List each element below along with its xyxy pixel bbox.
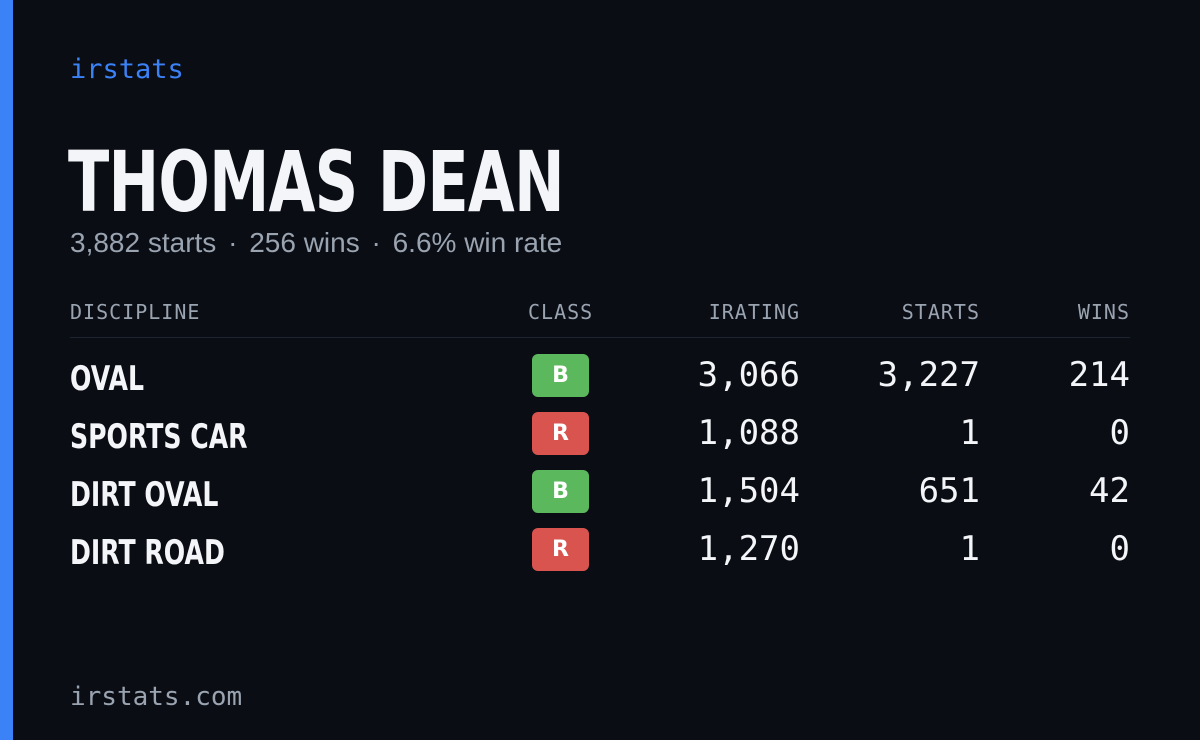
starts-value: 651 (918, 471, 980, 511)
class-badge: R (532, 528, 589, 571)
class-badge: R (532, 412, 589, 455)
wins-value: 0 (1109, 413, 1130, 453)
discipline-name: DIRT OVAL (70, 475, 219, 515)
table-row: OVAL B 3,066 3,227 214 (0, 354, 1200, 412)
wins-value: 214 (1068, 355, 1130, 395)
table-row: SPORTS CAR R 1,088 1 0 (0, 412, 1200, 470)
starts-value: 3,227 (877, 355, 980, 395)
irating-value: 3,066 (697, 355, 800, 395)
wins-value: 42 (1089, 471, 1130, 511)
separator-dot: · (371, 227, 381, 258)
starts-value: 1 (959, 413, 980, 453)
class-badge: B (532, 354, 589, 397)
starts-total: 3,882 starts (70, 227, 217, 258)
separator-dot: · (228, 227, 238, 258)
win-rate: 6.6% win rate (392, 227, 563, 258)
column-header-class: CLASS (528, 300, 594, 324)
irating-value: 1,088 (697, 413, 800, 453)
column-header-wins: WINS (1077, 300, 1130, 324)
irating-value: 1,270 (697, 529, 800, 569)
column-header-irating: IRATING (708, 300, 800, 324)
driver-summary: 3,882 starts · 256 wins · 6.6% win rate (70, 227, 563, 259)
discipline-name: DIRT ROAD (70, 533, 225, 573)
wins-total: 256 wins (249, 227, 360, 258)
starts-value: 1 (959, 529, 980, 569)
irating-value: 1,504 (697, 471, 800, 511)
discipline-name: OVAL (70, 359, 144, 399)
discipline-name: SPORTS CAR (70, 417, 248, 457)
column-header-discipline: DISCIPLINE (70, 300, 201, 324)
column-header-starts: STARTS (901, 300, 980, 324)
table-row: DIRT OVAL B 1,504 651 42 (0, 470, 1200, 528)
wins-value: 0 (1109, 529, 1130, 569)
accent-bar (0, 0, 13, 740)
class-badge: B (532, 470, 589, 513)
table-row: DIRT ROAD R 1,270 1 0 (0, 528, 1200, 586)
brand-logo: irstats (70, 54, 184, 85)
footer-url: irstats.com (70, 682, 243, 712)
driver-name: THOMAS DEAN (68, 133, 565, 231)
header-divider (70, 337, 1130, 338)
